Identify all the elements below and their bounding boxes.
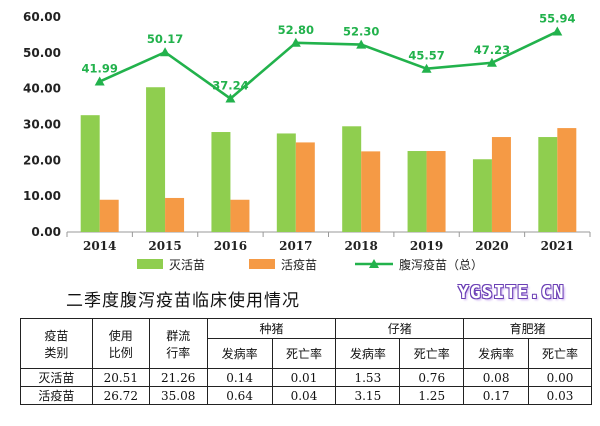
x-tick-label: 2019 (410, 239, 443, 253)
table-cell: 0.17 (463, 386, 530, 405)
bar (230, 199, 250, 232)
combo-chart: 0.00 10.00 20.00 30.00 40.00 50.00 60.00 2014 20… (23, 10, 591, 272)
header-group-breeder: 种猪 (206, 318, 337, 339)
table-cell: 35.08 (148, 386, 208, 405)
x-tick-label: 2015 (148, 239, 181, 253)
y-tick-label: 10.00 (23, 189, 61, 203)
x-tick-label: 2017 (279, 239, 312, 253)
bar (211, 132, 231, 232)
bar (146, 87, 166, 232)
bar (361, 151, 381, 232)
bar (80, 115, 100, 232)
x-tick-label: 2016 (214, 239, 247, 253)
line-point (225, 93, 236, 103)
legend-swatch (249, 259, 275, 269)
bar (472, 159, 492, 232)
table-cell: 21.26 (148, 368, 208, 387)
y-tick-label: 30.00 (23, 118, 61, 132)
line-point (290, 37, 301, 47)
table-cell: 1.25 (399, 386, 465, 405)
y-tick-label: 60.00 (23, 10, 61, 24)
table-cell: 0.08 (463, 368, 530, 387)
y-tick-label: 0.00 (31, 225, 61, 239)
table-cell: 3.15 (335, 386, 401, 405)
table-cell: 0.04 (271, 386, 337, 405)
subheader-cell: 死亡率 (528, 338, 592, 369)
series-line (99, 30, 558, 101)
bar (491, 137, 511, 232)
stats-table: 疫苗 类别 使用 比例 群流 行率 种猪 仔猪 育肥猪 发病率 死亡率 发病率 … (20, 318, 592, 405)
table-title: 二季度腹泻疫苗临床使用情况 (66, 291, 300, 311)
line-point (421, 63, 432, 73)
bar (342, 126, 362, 232)
data-label: 47.23 (474, 43, 510, 57)
bar (426, 151, 446, 232)
header-group-piglet: 仔猪 (335, 318, 465, 339)
table-cell: 灭活苗 (20, 368, 93, 387)
bar (165, 197, 185, 232)
line-point (160, 47, 171, 57)
x-tick-label: 2021 (541, 239, 574, 253)
data-label: 45.57 (408, 49, 444, 63)
legend-marker (369, 259, 379, 268)
table-cell: 1.53 (335, 368, 401, 387)
subheader-cell: 发病率 (463, 338, 530, 369)
bar (538, 137, 558, 232)
legend-label: 腹泻疫苗（总） (399, 257, 483, 272)
bar (276, 133, 296, 232)
table-row: 灭活苗 20.51 21.26 0.14 0.01 1.53 0.76 0.08… (20, 368, 592, 387)
subheader-cell: 发病率 (335, 338, 401, 369)
data-label: 50.17 (147, 32, 183, 46)
bar (295, 142, 315, 232)
table-cell: 活疫苗 (20, 386, 93, 405)
x-tick-label: 2014 (83, 239, 116, 253)
data-label: 52.80 (278, 23, 314, 37)
data-label: 52.30 (343, 25, 379, 39)
legend-swatch (137, 259, 163, 269)
bar (557, 128, 577, 232)
watermark: YGSITE.CN (458, 282, 565, 303)
y-tick-label: 50.00 (23, 46, 61, 60)
x-tick-label: 2020 (475, 239, 508, 253)
y-tick-label: 40.00 (23, 82, 61, 96)
table-cell: 0.03 (528, 386, 592, 405)
table-cell: 0.14 (206, 368, 273, 387)
line-point (356, 39, 367, 49)
line-point (486, 57, 497, 67)
line-point (94, 76, 105, 86)
table-cell: 0.01 (271, 368, 337, 387)
table-row: 活疫苗 26.72 35.08 0.64 0.04 3.15 1.25 0.17… (20, 386, 592, 405)
bar (407, 151, 427, 232)
header-vaccine-type: 疫苗 类别 (20, 318, 93, 369)
legend-label: 活疫苗 (281, 257, 317, 272)
subheader-cell: 死亡率 (271, 338, 337, 369)
data-label: 41.99 (81, 62, 117, 76)
line-point (552, 26, 563, 36)
data-label: 37.24 (212, 79, 248, 93)
header-prevalence: 群流 行率 (148, 318, 208, 369)
bar (99, 199, 119, 232)
subheader-cell: 死亡率 (399, 338, 465, 369)
legend-label: 灭活苗 (169, 258, 205, 272)
table-cell: 0.76 (399, 368, 465, 387)
subheader-cell: 发病率 (206, 338, 273, 369)
table-cell: 0.64 (206, 386, 273, 405)
x-tick-label: 2018 (344, 239, 377, 253)
data-label: 55.94 (539, 12, 575, 26)
table-cell: 0.00 (528, 368, 592, 387)
table-cell: 26.72 (91, 386, 150, 405)
header-group-finisher: 育肥猪 (463, 318, 592, 339)
table-cell: 20.51 (91, 368, 150, 387)
header-usage: 使用 比例 (91, 318, 150, 369)
y-tick-label: 20.00 (23, 153, 61, 167)
